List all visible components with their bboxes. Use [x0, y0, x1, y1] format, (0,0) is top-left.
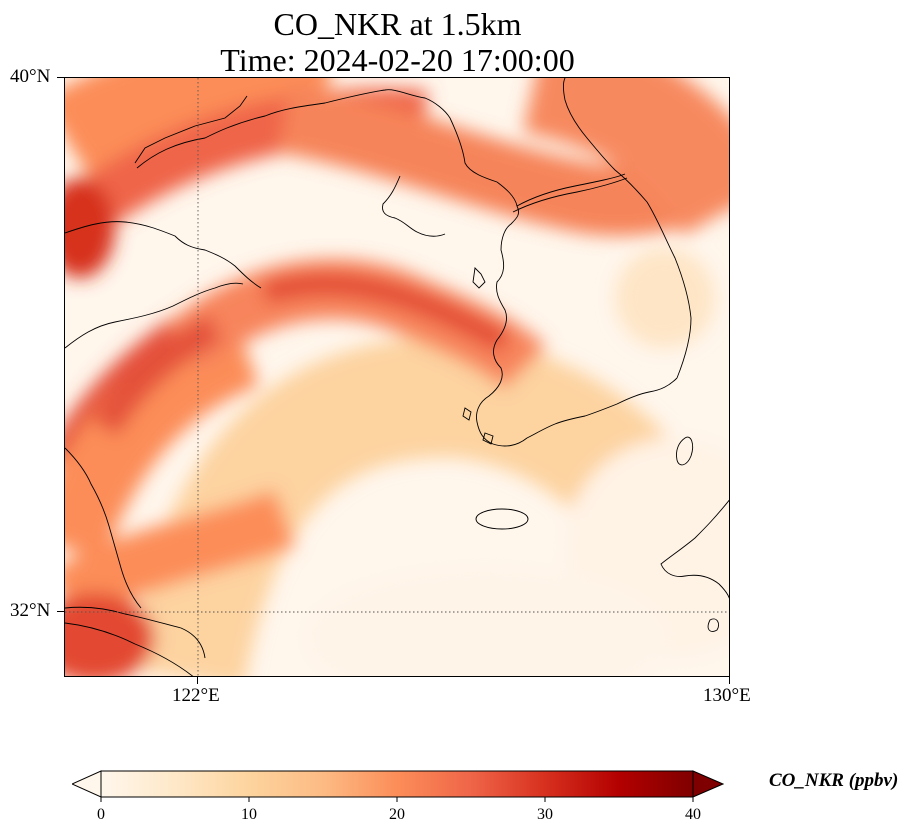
- colorbar-tick-label-4: 40: [685, 806, 701, 823]
- lat-label-40n: 40°N: [10, 66, 51, 87]
- island-tsushima: [676, 436, 694, 466]
- concentration-field: [65, 78, 729, 676]
- island-jeju: [475, 508, 529, 530]
- tick-mark-32n: [57, 611, 64, 612]
- low-korea-interior: [615, 248, 715, 348]
- coastline-liaodong-peninsula: [134, 95, 248, 164]
- coastline-bohai-south: [65, 221, 262, 289]
- colorbar-extend-low: [72, 770, 102, 798]
- colorbar-tick-label-3: 30: [537, 806, 553, 823]
- island-goto: [707, 618, 720, 632]
- colorbar-tick-label-2: 20: [389, 806, 405, 823]
- island-kyushu: [660, 499, 729, 599]
- lon-label-130e: 130°E: [703, 685, 751, 706]
- tick-mark-122e: [197, 677, 198, 684]
- tick-mark-40n: [57, 77, 64, 78]
- coastline-yangtze-north: [65, 606, 206, 659]
- coastline-yangtze-south: [65, 622, 194, 676]
- colorbar-body: [100, 770, 694, 798]
- coastline-liaodong-north: [136, 89, 498, 183]
- map-panel: [64, 77, 730, 677]
- plume-north-east: [522, 78, 729, 237]
- colorbar: [72, 770, 724, 802]
- lat-label-32n: 32°N: [10, 600, 51, 621]
- nk-border: [516, 173, 626, 207]
- coastlines: [65, 78, 729, 676]
- plume-left-streak: [92, 314, 222, 436]
- coastline-korea-east: [563, 78, 692, 379]
- lon-label-122e: 122°E: [172, 685, 220, 706]
- nk-border-offset: [512, 177, 628, 213]
- plume-south-west: [65, 489, 296, 624]
- colorbar-extend-high: [692, 770, 724, 798]
- low-south: [305, 568, 665, 676]
- coastline-liaodong-bay: [382, 175, 446, 237]
- islands-west-korea: [462, 267, 494, 445]
- hotspot-south-west: [65, 593, 155, 676]
- coastline-korea-west: [476, 181, 678, 447]
- plume-central-core: [261, 272, 511, 353]
- co-concentration-map: [65, 78, 729, 676]
- hotspot-west: [65, 178, 115, 278]
- tick-mark-130e: [729, 677, 730, 684]
- coastline-shandong: [65, 282, 244, 349]
- map-title-line-2: Time: 2024-02-20 17:00:00: [220, 42, 575, 78]
- coastline-jiangsu: [65, 447, 142, 609]
- colorbar-tick-label-1: 10: [241, 806, 257, 823]
- colorbar-tick-label-0: 0: [97, 806, 105, 823]
- map-title-line-1: CO_NKR at 1.5km: [273, 6, 522, 42]
- colorbar-title: CO_NKR (ppbv): [769, 770, 899, 791]
